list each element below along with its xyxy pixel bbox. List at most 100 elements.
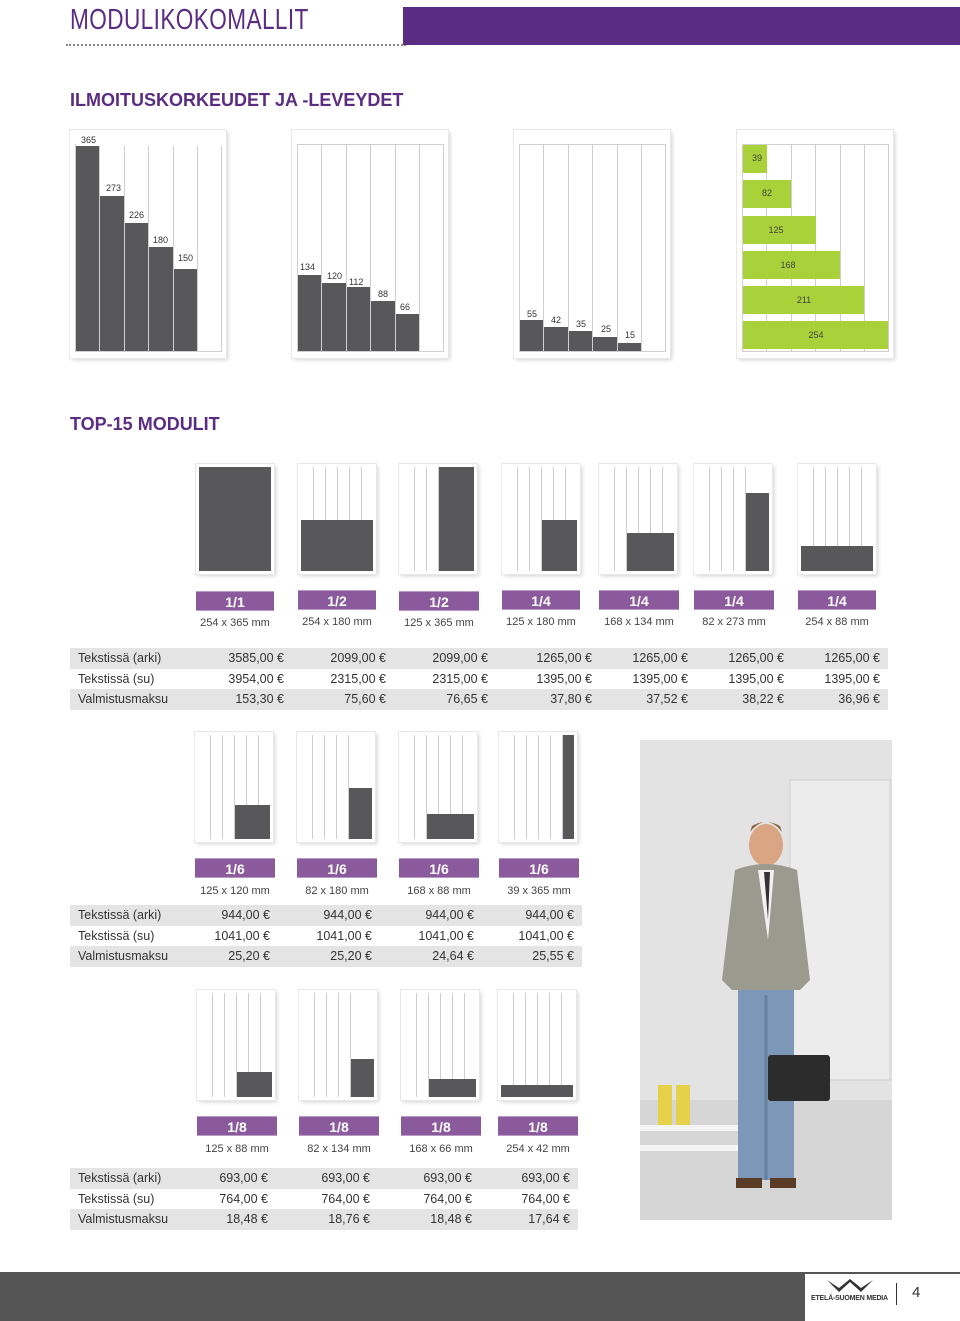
height-panel-2: 134 120 112 88 66 [292, 130, 448, 358]
module-dims: 168 x 88 mm [407, 885, 471, 897]
svg-text:134: 134 [300, 262, 315, 272]
svg-text:120: 120 [327, 271, 342, 281]
module-dims: 82 x 273 mm [702, 616, 766, 628]
module-dims: 125 x 180 mm [506, 616, 576, 628]
module-thumb-1-4a [502, 464, 580, 574]
module-dims: 254 x 365 mm [200, 617, 270, 629]
svg-text:55: 55 [527, 309, 537, 319]
module-dims: 125 x 365 mm [404, 617, 474, 629]
module-size-tag: 1/6 [297, 858, 377, 878]
label-273: 273 [106, 183, 121, 193]
svg-text:125: 125 [768, 225, 783, 235]
module-dims: 168 x 134 mm [604, 616, 674, 628]
module-dims: 254 x 42 mm [506, 1143, 570, 1155]
module-thumb-1-4b [599, 464, 677, 574]
svg-text:211: 211 [797, 295, 811, 305]
price-table-row3: Tekstissä (arki) 693,00 €693,00 €693,00 €… [70, 1168, 578, 1230]
bar-226 [125, 223, 148, 351]
module-thumb-1-2b [399, 464, 477, 574]
svg-text:42: 42 [551, 315, 561, 325]
table-row: Valmistusmaksu 25,20 €25,20 €24,64 €25,55… [70, 946, 582, 967]
price-table-row1: Tekstissä (arki) 3585,00 €2099,00 €2099,0… [70, 648, 888, 710]
module-size-tag: 1/6 [499, 858, 579, 878]
module-size-tag: 1/8 [197, 1116, 277, 1136]
module-dims: 254 x 88 mm [805, 616, 869, 628]
businessman-photo [640, 740, 892, 1220]
height-panel-3-graphic: 55 42 35 25 15 [519, 144, 666, 352]
module-thumb-1-4c [694, 464, 772, 574]
module-thumb-1-2a [298, 464, 376, 574]
table-row: Tekstissä (su) 1041,00 €1041,00 €1041,00 … [78, 928, 574, 943]
width-panel-4-graphic: 39 82 125 168 211 254 [742, 144, 889, 352]
module-size-tag: 1/8 [299, 1116, 379, 1136]
bar-180 [149, 247, 173, 351]
section-title-top15: TOP-15 MODULIT [70, 414, 220, 434]
svg-text:168: 168 [780, 260, 795, 270]
table-row: Tekstissä (su) 3954,00 €2315,00 €2315,00 … [78, 671, 880, 686]
page-number: 4 [912, 1284, 921, 1301]
svg-text:35: 35 [576, 319, 586, 329]
company-logo-icon [827, 1279, 873, 1292]
footer-divider [896, 1283, 897, 1305]
width-panel-4: 39 82 125 168 211 254 [737, 130, 893, 358]
module-size-tag: 1/2 [298, 590, 376, 610]
svg-text:15: 15 [625, 330, 635, 340]
label-180: 180 [153, 235, 168, 245]
table-row: Valmistusmaksu 18,48 €18,76 €18,48 €17,64… [70, 1209, 578, 1230]
module-size-tag: 1/4 [599, 590, 679, 610]
height-panel-3: 55 42 35 25 15 [514, 130, 670, 358]
module-size-tag: 1/2 [399, 591, 479, 611]
svg-text:66: 66 [400, 302, 410, 312]
module-size-tag: 1/6 [195, 858, 275, 878]
company-logo-text: ETELÄ-SUOMEN MEDIA [811, 1295, 888, 1302]
module-size-tag: 1/4 [694, 590, 774, 610]
bar-150 [174, 269, 197, 351]
footer-logo-area [805, 1274, 960, 1321]
module-thumb-1-8a [197, 990, 275, 1100]
module-thumb-1-8b [299, 990, 377, 1100]
module-thumb-1-6c [399, 732, 477, 842]
height-panel-2-graphic: 134 120 112 88 66 [297, 144, 444, 352]
module-size-tag: 1/8 [401, 1116, 481, 1136]
section-title-heights-widths: ILMOITUSKORKEUDET JA -LEVEYDET [70, 90, 404, 110]
label-365: 365 [81, 135, 96, 145]
module-thumb-1-4d [798, 464, 876, 574]
label-226: 226 [129, 210, 144, 220]
module-size-tag: 1/4 [502, 590, 580, 610]
price-table-row2: Tekstissä (arki) 944,00 €944,00 €944,00 €… [70, 905, 582, 967]
footer-bar [0, 1272, 960, 1321]
svg-text:254: 254 [808, 330, 823, 340]
svg-text:25: 25 [601, 324, 611, 334]
module-thumb-1-1 [196, 464, 274, 574]
bar-365 [76, 146, 99, 351]
module-size-tag: 1/6 [399, 858, 479, 878]
page-title: MODULIKOKOMALLIT [70, 4, 309, 36]
module-thumb-1-8d [498, 990, 576, 1100]
bar-273 [100, 196, 124, 351]
header-accent-bar [403, 7, 960, 45]
module-dims: 125 x 88 mm [205, 1143, 269, 1155]
module-dims: 125 x 120 mm [200, 885, 270, 897]
module-dims: 168 x 66 mm [409, 1143, 473, 1155]
module-size-tag: 1/4 [798, 590, 876, 610]
table-row: Tekstissä (arki) 3585,00 €2099,00 €2099,0… [70, 648, 888, 669]
svg-text:112: 112 [349, 277, 363, 287]
module-thumb-1-8c [401, 990, 479, 1100]
module-size-tag: 1/8 [498, 1116, 578, 1136]
table-row: Tekstissä (arki) 693,00 €693,00 €693,00 €… [70, 1168, 578, 1189]
height-panel-1-graphic: 365 273 226 180 150 [75, 132, 222, 352]
svg-text:82: 82 [762, 188, 772, 198]
module-thumb-1-6b [297, 732, 375, 842]
svg-text:88: 88 [378, 289, 388, 299]
module-dims: 39 x 365 mm [507, 885, 571, 897]
table-row: Tekstissä (arki) 944,00 €944,00 €944,00 €… [70, 905, 582, 926]
module-size-tag: 1/1 [196, 591, 274, 611]
module-thumb-1-6a [195, 732, 273, 842]
module-dims: 82 x 134 mm [307, 1143, 371, 1155]
module-thumb-1-6d [499, 732, 577, 842]
height-panel-1: 365 273 226 180 150 [70, 130, 226, 358]
table-row: Valmistusmaksu 153,30 €75,60 €76,65 €37,8… [70, 689, 888, 710]
header-divider [66, 44, 406, 46]
module-dims: 82 x 180 mm [305, 885, 369, 897]
label-150: 150 [178, 253, 193, 263]
